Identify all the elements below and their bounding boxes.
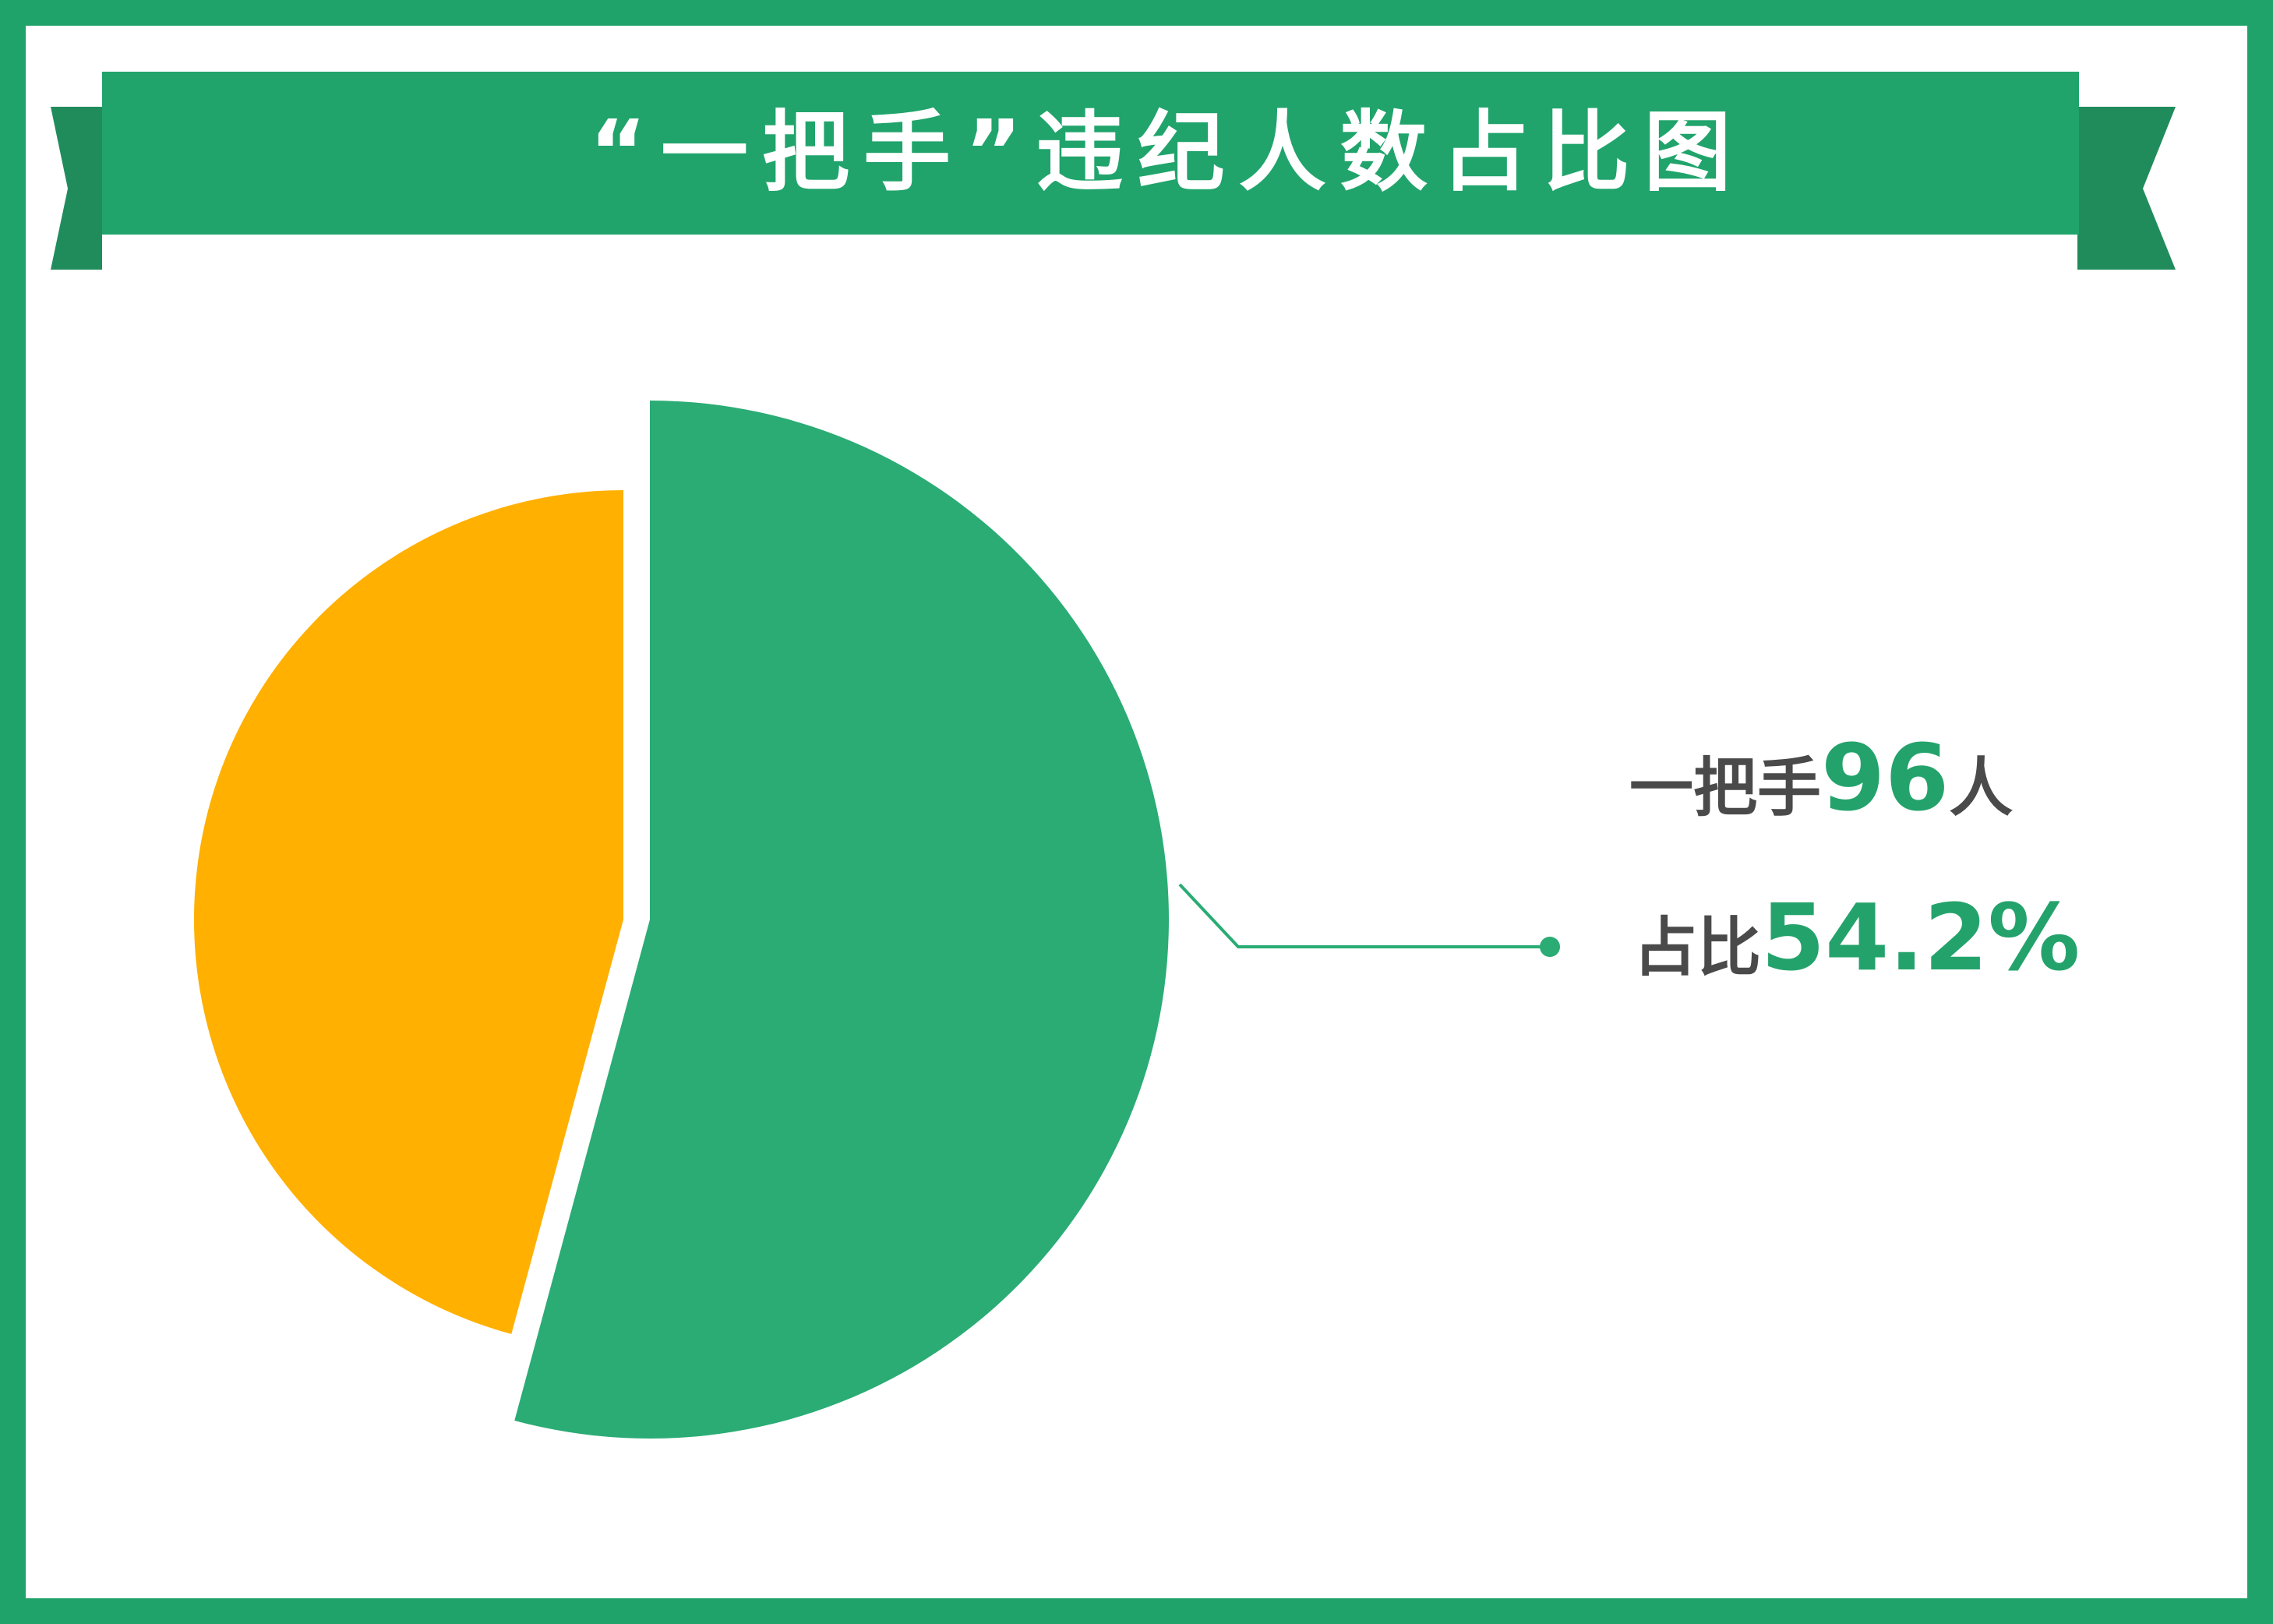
callout-count-prefix: 一把手	[1629, 751, 1822, 825]
callout-leader-line	[1178, 883, 1548, 948]
callout-count: 一把手96人	[1629, 731, 2013, 835]
callout-count-suffix: 人	[1949, 751, 2014, 825]
pie-slice-yibashou	[514, 401, 1169, 1439]
callout-dot	[1540, 937, 1560, 957]
title-banner	[102, 72, 2079, 235]
callout-share-prefix: 占比	[1633, 911, 1762, 985]
pie-slice-other	[194, 490, 624, 1334]
ribbon-tail-left	[51, 107, 102, 270]
callout-share-value: 54.2%	[1761, 884, 2081, 991]
ribbon-tail-right	[2077, 107, 2176, 270]
callout-share: 占比54.2%	[1633, 891, 2080, 995]
chart-title: “一把手”违纪人数占比图	[589, 102, 1745, 203]
callout-count-value: 96	[1821, 724, 1950, 831]
